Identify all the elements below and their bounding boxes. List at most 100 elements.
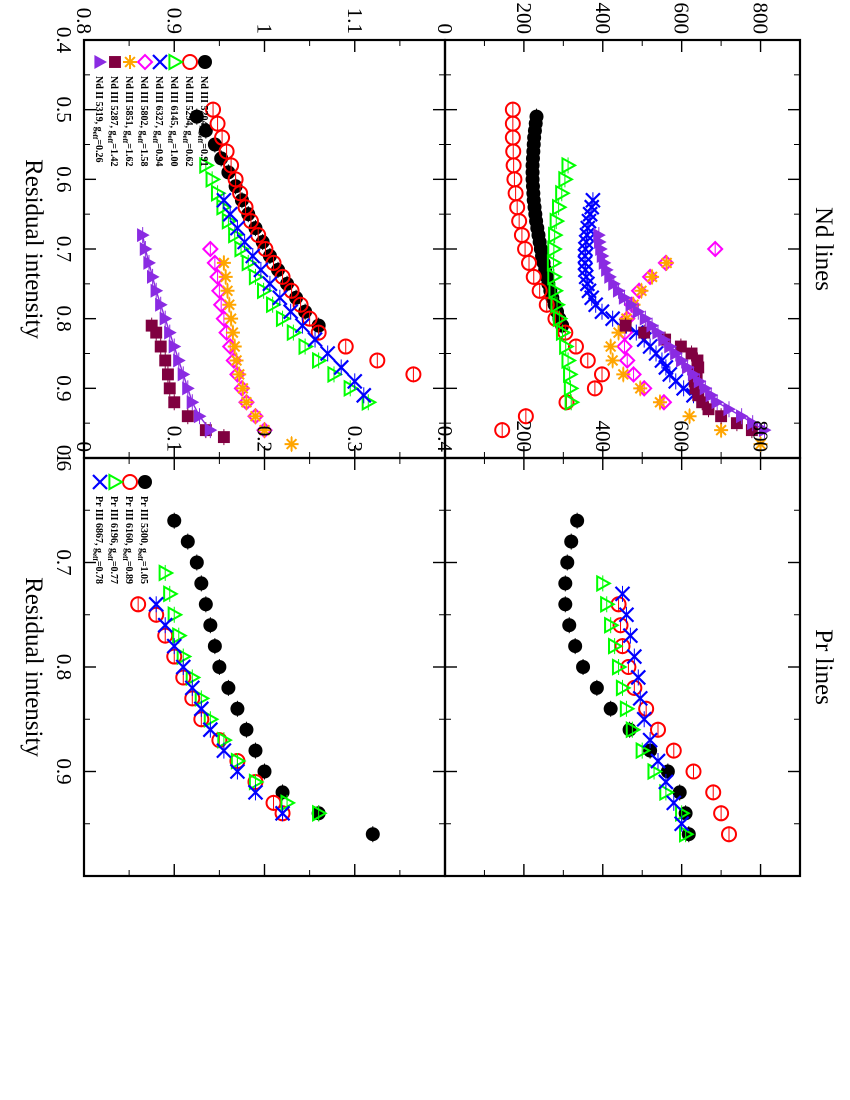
data-point xyxy=(658,774,674,790)
data-point xyxy=(312,804,328,822)
data-point xyxy=(225,325,240,340)
data-point xyxy=(517,408,534,425)
data-point xyxy=(207,137,222,152)
data-point xyxy=(155,297,168,312)
data-point xyxy=(633,381,648,396)
data-point xyxy=(552,198,568,216)
data-point xyxy=(209,115,226,132)
data-point xyxy=(604,616,620,634)
data-point xyxy=(586,380,603,397)
series-3 xyxy=(546,156,581,411)
data-point xyxy=(562,618,577,633)
data-point xyxy=(239,395,254,410)
data-point xyxy=(525,268,542,285)
data-point xyxy=(175,659,192,675)
data-point xyxy=(721,826,737,843)
data-point xyxy=(130,596,147,613)
data-point xyxy=(203,710,220,728)
data-point xyxy=(185,668,202,687)
data-point xyxy=(286,323,303,342)
x-tick-label: 0.8 xyxy=(52,654,76,680)
x-tick-label: 0.7 xyxy=(52,236,76,262)
panel-title: Pr lines xyxy=(810,629,837,705)
data-point xyxy=(253,262,269,278)
data-point xyxy=(632,304,646,319)
series-3 xyxy=(199,156,378,411)
legend-label: Nd III 5287, geff=1.42 xyxy=(106,76,119,166)
data-point xyxy=(579,227,595,243)
x-tick-label: 1 xyxy=(52,453,76,464)
y-tick-label: 800 xyxy=(749,3,773,35)
data-point xyxy=(146,269,160,284)
data-point xyxy=(618,606,635,623)
data-point xyxy=(163,382,176,395)
data-point xyxy=(217,431,230,444)
data-point xyxy=(625,297,639,312)
panel-pr_phase: 0.6 0.7 0.8 0.9 0 0.1 0.2 0.3 0.4 Residual intens… xyxy=(20,426,457,878)
data-point xyxy=(163,585,179,603)
y-tick-label: 400 xyxy=(591,421,615,453)
series-1 xyxy=(189,108,326,334)
data-point xyxy=(212,660,227,674)
data-point xyxy=(681,360,695,375)
data-point xyxy=(280,794,297,812)
data-point xyxy=(600,595,616,613)
x-tick-label: 0.9 xyxy=(52,758,76,784)
data-point xyxy=(675,804,691,822)
x-tick-label: 0.9 xyxy=(52,375,76,401)
series-8 xyxy=(593,227,772,439)
data-point xyxy=(558,170,574,189)
data-point xyxy=(666,795,682,811)
data-point xyxy=(275,785,290,800)
data-point xyxy=(615,679,632,697)
data-point xyxy=(658,332,671,347)
data-point xyxy=(216,255,231,270)
data-point xyxy=(618,290,632,305)
data-point xyxy=(257,764,272,779)
data-point xyxy=(248,773,265,791)
data-point xyxy=(239,722,254,737)
data-point xyxy=(198,123,213,138)
data-point xyxy=(198,55,212,69)
y-tick-label: 1.1 xyxy=(343,8,367,34)
data-point xyxy=(157,617,174,633)
data-point xyxy=(181,410,194,423)
data-point xyxy=(193,701,210,717)
legend-label: Pr III 6196, geff=0.77 xyxy=(106,496,119,584)
plot-frame xyxy=(443,38,802,460)
data-point xyxy=(630,669,647,686)
data-point xyxy=(558,576,573,591)
data-point xyxy=(699,381,713,396)
data-point xyxy=(298,304,313,319)
data-point xyxy=(564,393,581,411)
legend-label: Nd III 6145, geff=1.00 xyxy=(166,76,179,166)
panel-pr_amp: 200 400 600 800 Pr lines xyxy=(443,421,837,878)
data-point xyxy=(538,296,555,313)
data-point xyxy=(92,474,108,490)
data-point xyxy=(605,353,620,368)
data-point xyxy=(180,534,195,549)
data-point xyxy=(548,226,564,244)
data-point xyxy=(547,268,563,286)
data-point xyxy=(216,192,232,209)
data-point xyxy=(616,367,631,382)
data-point xyxy=(650,753,666,769)
data-layer xyxy=(494,101,772,453)
data-point xyxy=(218,143,235,160)
series-3 xyxy=(158,564,328,822)
data-point xyxy=(207,639,222,654)
data-point xyxy=(298,337,315,356)
data-point xyxy=(693,374,707,389)
data-point xyxy=(561,351,578,370)
data-point xyxy=(154,340,167,353)
data-point xyxy=(705,784,722,801)
data-point xyxy=(618,352,636,369)
data-point xyxy=(292,296,309,313)
data-point xyxy=(614,586,631,602)
y-tick-label: 400 xyxy=(591,3,615,35)
data-point xyxy=(547,240,563,258)
data-point xyxy=(139,242,153,256)
legend-label: Nd II 5319, geff=0.26 xyxy=(91,76,104,163)
